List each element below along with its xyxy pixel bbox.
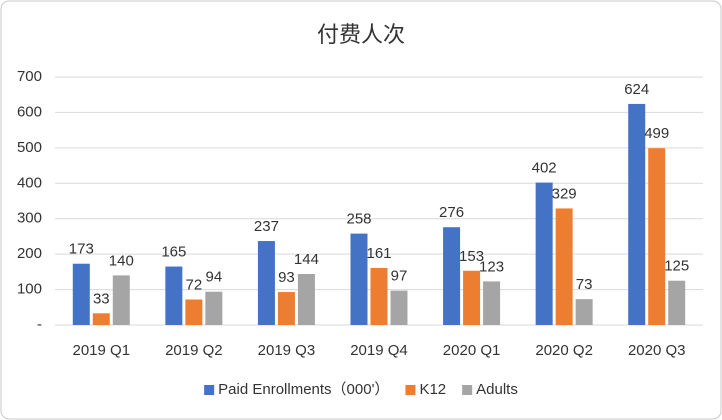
data-label: 93	[278, 269, 295, 286]
bar	[72, 263, 90, 325]
y-tick-label: 400	[17, 174, 42, 191]
x-tick-label: 2019 Q4	[350, 342, 408, 359]
y-tick-label: 500	[17, 139, 42, 156]
data-label: 499	[644, 125, 669, 142]
legend-label: Adults	[476, 381, 518, 398]
bar	[575, 299, 593, 325]
x-tick-label: 2019 Q1	[73, 342, 131, 359]
data-label: 153	[459, 248, 484, 265]
bar	[165, 266, 183, 325]
data-label: 123	[479, 258, 504, 275]
legend-swatch	[405, 385, 416, 395]
data-label: 165	[161, 244, 186, 261]
bar	[648, 148, 666, 325]
x-tick-label: 2020 Q3	[628, 342, 686, 359]
bar	[668, 280, 686, 325]
legend-label: Paid Enrollments（000'）	[218, 381, 389, 398]
data-label: 624	[624, 81, 649, 98]
y-tick-label: 200	[17, 245, 42, 262]
bar	[112, 275, 130, 325]
legend-swatch	[462, 385, 473, 395]
data-label: 276	[439, 204, 464, 221]
y-tick-label: 100	[17, 281, 42, 298]
bar	[443, 227, 461, 325]
bar	[628, 103, 646, 325]
y-tick-label: 700	[17, 68, 42, 85]
data-label: 97	[391, 268, 408, 285]
data-label: 144	[294, 251, 319, 268]
data-label: 161	[366, 245, 391, 262]
x-tick-label: 2019 Q2	[165, 342, 223, 359]
bar	[257, 241, 275, 325]
chart-title: 付费人次	[317, 22, 405, 47]
data-label: 258	[346, 211, 371, 228]
data-label: 140	[109, 252, 134, 269]
bar	[185, 299, 203, 325]
x-tick-label: 2020 Q1	[443, 342, 501, 359]
bar	[535, 182, 553, 325]
legend-label: K12	[419, 381, 446, 398]
data-label: 329	[552, 185, 577, 202]
y-tick-label: 300	[17, 210, 42, 227]
data-label: 237	[254, 218, 279, 235]
bar	[297, 273, 315, 325]
data-label: 94	[206, 269, 223, 286]
data-label: 173	[69, 241, 94, 258]
data-label: 125	[664, 258, 689, 275]
data-label: 72	[186, 276, 203, 293]
data-label: 402	[532, 160, 557, 177]
bar	[350, 233, 368, 325]
data-label: 33	[93, 290, 110, 307]
bar	[463, 270, 481, 325]
bar	[92, 313, 110, 325]
bar	[205, 291, 223, 325]
bar	[370, 267, 388, 325]
y-tick-label: 600	[17, 103, 42, 120]
bar	[390, 290, 408, 325]
y-tick-label: -	[37, 316, 42, 333]
x-tick-label: 2020 Q2	[535, 342, 593, 359]
bar	[483, 281, 501, 325]
bar	[555, 208, 573, 325]
data-label: 73	[576, 276, 593, 293]
x-tick-label: 2019 Q3	[258, 342, 316, 359]
legend-swatch	[204, 385, 215, 395]
bar	[277, 292, 295, 325]
